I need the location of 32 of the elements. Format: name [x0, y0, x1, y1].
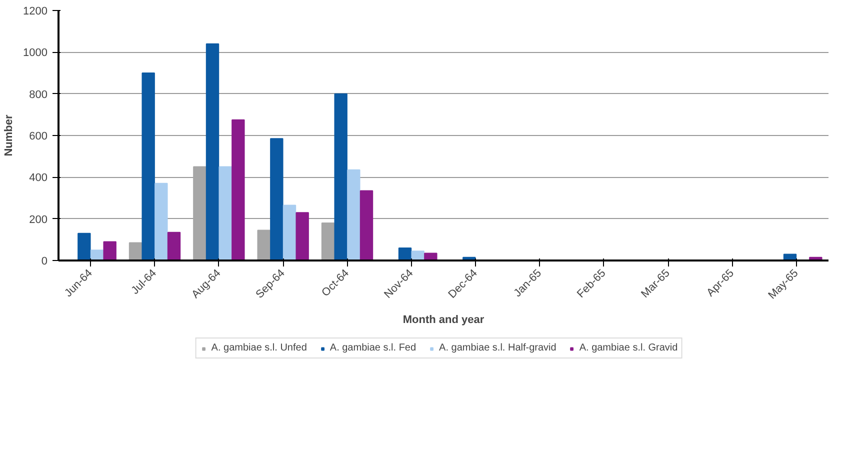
- bar: [154, 182, 168, 260]
- bar: [424, 252, 438, 260]
- y-tick-label: 200: [29, 214, 48, 226]
- bar: [360, 190, 374, 260]
- legend-label: A. gambiae s.l. Gravid: [579, 342, 678, 354]
- bar: [334, 93, 348, 260]
- bar: [193, 166, 206, 260]
- bar: [206, 43, 220, 260]
- y-tick-label: 800: [29, 88, 48, 101]
- legend-label: A. gambiae s.l. Fed: [330, 342, 416, 354]
- y-axis-title: Number: [3, 114, 16, 156]
- bar: [142, 72, 155, 260]
- bar: [347, 169, 360, 260]
- bar: [270, 138, 284, 260]
- bar: [282, 204, 296, 260]
- y-tick-label: 1200: [23, 6, 48, 18]
- x-axis-title: Month and year: [402, 314, 485, 326]
- y-tick-label: 0: [41, 256, 48, 268]
- bar: [78, 232, 91, 260]
- legend-label: A. gambiae s.l. Half-gravid: [439, 342, 556, 354]
- bar: [218, 166, 232, 260]
- y-tick-label: 1000: [23, 47, 48, 60]
- bar: [257, 230, 270, 260]
- bar: [232, 119, 245, 260]
- bar: [321, 222, 335, 260]
- bar: [167, 232, 181, 260]
- bar: [296, 212, 309, 260]
- y-tick-label: 400: [29, 172, 48, 184]
- bar: [411, 250, 424, 260]
- y-tick-label: 600: [29, 130, 48, 142]
- bar: [103, 241, 116, 260]
- legend-label: A. gambiae s.l. Unfed: [211, 342, 307, 354]
